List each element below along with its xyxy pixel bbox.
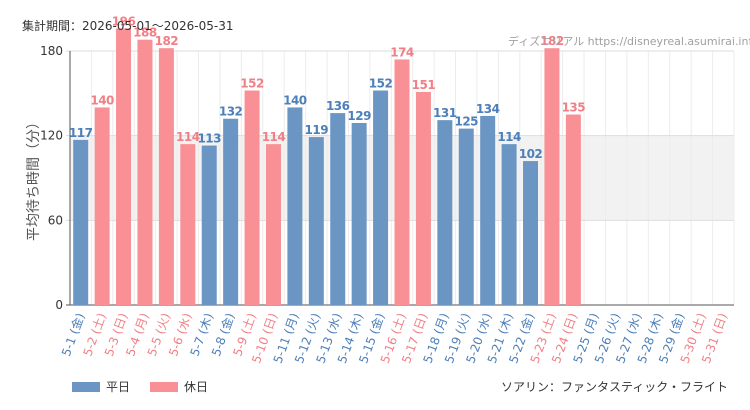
bar-value-label: 174 bbox=[390, 45, 414, 59]
bar bbox=[73, 139, 89, 305]
bar bbox=[308, 137, 324, 305]
legend-swatch-weekday bbox=[72, 381, 100, 392]
bar-value-label: 135 bbox=[562, 101, 586, 115]
bar bbox=[373, 90, 389, 305]
bar-value-label: 140 bbox=[283, 93, 307, 107]
bar-value-label: 132 bbox=[219, 105, 243, 119]
bar-value-label: 102 bbox=[519, 147, 543, 161]
watermark: ディズニリアル https://disneyreal.asumirai.info bbox=[508, 35, 750, 48]
bar bbox=[501, 144, 517, 305]
bar bbox=[201, 145, 217, 305]
period-label: 集計期間：2026-05-01～2026-05-31 bbox=[22, 19, 234, 33]
bar-value-label: 113 bbox=[197, 132, 221, 146]
bar-value-label: 136 bbox=[326, 99, 350, 113]
bar-value-label: 152 bbox=[240, 77, 264, 91]
bar bbox=[223, 118, 239, 305]
bar-value-label: 125 bbox=[454, 115, 478, 129]
attraction-name: ソアリン：ファンタスティック・フライト bbox=[500, 380, 728, 394]
bar bbox=[544, 48, 560, 306]
bar bbox=[394, 59, 410, 305]
bar bbox=[458, 128, 474, 305]
bar bbox=[287, 107, 303, 305]
bar-value-label: 129 bbox=[347, 109, 371, 123]
bar-value-label: 182 bbox=[155, 34, 179, 48]
legend-swatch-holiday bbox=[150, 381, 179, 392]
bar bbox=[158, 48, 174, 306]
y-axis-label: 平均待ち時間（分） bbox=[26, 115, 42, 241]
bar bbox=[137, 39, 153, 305]
bar-value-label: 188 bbox=[133, 26, 157, 40]
bar bbox=[330, 113, 346, 305]
bar bbox=[116, 28, 132, 306]
y-tick-label: 60 bbox=[48, 213, 63, 227]
bar bbox=[415, 91, 431, 305]
bar-value-label: 134 bbox=[476, 102, 500, 116]
bar bbox=[565, 114, 581, 305]
bar bbox=[180, 144, 196, 305]
bar-value-label: 151 bbox=[412, 78, 436, 92]
bar bbox=[437, 120, 453, 306]
bar bbox=[265, 144, 281, 305]
bar-value-label: 182 bbox=[540, 34, 564, 48]
legend-item-weekday: 平日 bbox=[72, 378, 130, 395]
bar-value-label: 196 bbox=[112, 14, 136, 28]
legend-item-holiday: 休日 bbox=[150, 378, 208, 395]
y-tick-label: 120 bbox=[40, 129, 63, 143]
legend: 平日 休日 bbox=[72, 378, 222, 395]
bar-value-label: 119 bbox=[305, 123, 329, 137]
bar bbox=[244, 90, 260, 305]
bar-value-label: 140 bbox=[90, 93, 114, 107]
bar-value-label: 152 bbox=[369, 77, 393, 91]
bar bbox=[480, 115, 496, 306]
bar bbox=[351, 122, 367, 305]
y-tick-label: 0 bbox=[55, 298, 63, 312]
legend-label-holiday: 休日 bbox=[184, 380, 209, 394]
bar-value-label: 114 bbox=[497, 130, 521, 144]
legend-label-weekday: 平日 bbox=[106, 380, 131, 394]
bar bbox=[94, 107, 110, 305]
bar-value-label: 114 bbox=[262, 130, 286, 144]
bar-value-label: 117 bbox=[69, 126, 93, 140]
bar-value-label: 114 bbox=[176, 130, 200, 144]
y-tick-label: 180 bbox=[40, 44, 63, 58]
bar bbox=[523, 161, 539, 305]
bar-value-label: 131 bbox=[433, 106, 457, 120]
